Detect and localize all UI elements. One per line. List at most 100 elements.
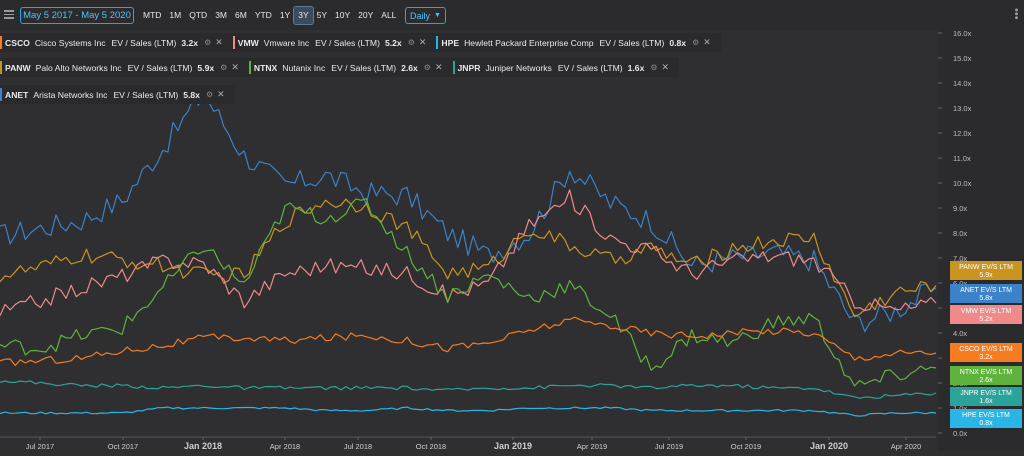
legend-ticker: VMW [237,37,259,48]
legend-item-hpe[interactable]: HPE Hewlett Packard Enterprise Comp EV / S… [436,33,716,52]
x-tick-label: Jul 2017 [26,442,54,451]
settings-icon[interactable]: ⚙ [220,63,228,72]
legend-name: Nutanix Inc [282,62,326,73]
settings-icon[interactable]: ⚙ [205,90,214,99]
end-label-value: 1.6x [979,398,993,405]
legend-item-csco[interactable]: CSCO Cisco Systems Inc EV / Sales (LTM) 3.2… [0,33,229,52]
legend-ticker: CSCO [5,37,30,48]
series-line-ntnx [0,198,937,387]
period-qtd[interactable]: QTD [189,10,208,20]
y-tick-label: 8.0x [953,229,967,238]
end-label-box [950,261,1022,280]
close-icon[interactable]: ✕ [661,62,670,72]
period-5y[interactable]: 5Y [316,10,328,20]
toolbar: May 5 2017 - May 5 2020 MTD 1M QTD 3M 6M YTD 1… [0,0,1024,30]
x-tick-label: Jan 2020 [810,441,848,451]
legend-color-swatch [0,36,2,49]
series-line-hpe [0,406,937,417]
x-tick-label: Oct 2018 [416,442,446,451]
series-line-jnpr [0,380,937,399]
period-1y[interactable]: 1Y [279,10,291,20]
period-10y[interactable]: 10Y [335,10,351,20]
x-tick-label: Jan 2019 [494,441,532,451]
legend-item-vmw[interactable]: VMW Vmware Inc EV / Sales (LTM) 5.2x ⚙ ✕ [232,33,433,52]
close-icon[interactable]: ✕ [231,62,239,72]
end-label-value: 5.9x [979,272,993,279]
y-tick-label: 4.0x [953,329,967,338]
close-icon[interactable]: ✕ [217,89,225,99]
settings-icon[interactable]: ⚙ [692,38,700,47]
legend-item-panw[interactable]: PANW Palo Alto Networks Inc EV / Sales (LT… [0,58,245,77]
period-mtd[interactable]: MTD [143,10,162,20]
x-tick-label: Jul 2018 [344,442,372,451]
legend-metric: EV / Sales (LTM) [331,62,397,73]
end-label-name: JNPR EV/S LTM [960,390,1012,397]
legend-ticker: JNPR [457,62,481,73]
series-line-panw [0,198,937,318]
settings-icon[interactable]: ⚙ [650,63,658,72]
close-icon[interactable]: ✕ [215,37,223,47]
legend-item-ntnx[interactable]: NTNX Nutanix Inc EV / Sales (LTM) 2.6x ⚙ ✕ [248,58,449,77]
end-label-name: VMW EV/S LTM [961,308,1012,315]
legend-color-swatch [436,36,439,49]
x-tick-label: Jul 2019 [655,442,683,451]
legend-name: Arista Networks Inc [33,89,108,100]
legend-metric: EV / Sales (LTM) [111,37,177,48]
x-tick-label: Apr 2018 [270,442,300,451]
menu-icon[interactable] [4,8,14,20]
y-tick-label: 7.0x [953,254,967,263]
legend-metric: EV / Sales (LTM) [557,62,623,73]
period-20y[interactable]: 20Y [358,10,374,20]
legend-value: 2.6x [401,62,418,73]
end-label-name: HPE EV/S LTM [962,412,1010,419]
x-tick-label: Oct 2017 [108,442,138,451]
period-all[interactable]: ALL [381,10,397,20]
date-range-picker[interactable]: May 5 2017 - May 5 2020 [20,7,134,24]
legend-value: 1.6x [627,62,645,73]
period-1m[interactable]: 1M [169,10,182,20]
legend-color-swatch [232,36,235,49]
legend-item-jnpr[interactable]: JNPR Juniper Networks EV / Sales (LTM) 1.6x… [452,58,676,77]
more-options-icon[interactable]: ••• [1010,8,1022,20]
period-6m[interactable]: 6M [235,10,247,20]
period-3m[interactable]: 3M [215,10,227,20]
legend-value: 5.9x [197,62,215,73]
interval-label: Daily [410,10,431,21]
legend-metric: EV / Sales (LTM) [599,37,665,48]
series-line-csco [0,316,937,367]
series-line-vmw [0,189,937,316]
settings-icon[interactable]: ⚙ [423,63,431,72]
ev-sales-chart: 0.0x1.0x2.0x3.0x4.0x5.0x6.0x7.0x8.0x9.0x… [0,29,1024,451]
legend-metric: EV / Sales (LTM) [127,62,193,73]
legend-ticker: NTNX [253,62,278,73]
period-3y[interactable]: 3Y [293,6,314,25]
x-tick-label: Apr 2019 [577,442,607,451]
end-label-name: PANW EV/S LTM [959,264,1013,271]
end-label-value: 0.8x [979,420,993,427]
close-icon[interactable]: ✕ [703,37,711,47]
legend-metric: EV / Sales (LTM) [113,89,179,100]
legend-color-swatch [452,61,455,74]
settings-icon[interactable]: ⚙ [204,38,212,47]
interval-select[interactable]: Daily ▼ [405,7,446,24]
x-tick-label: Jan 2018 [184,441,222,451]
settings-icon[interactable]: ⚙ [407,38,415,47]
close-icon[interactable]: ✕ [434,62,443,72]
legend-name: Palo Alto Networks Inc [35,62,122,73]
legend-color-swatch [248,61,251,74]
y-tick-label: 9.0x [953,204,967,213]
close-icon[interactable]: ✕ [418,37,427,47]
y-tick-label: 15.0x [953,54,972,63]
legend-row-1: CSCO Cisco Systems Inc EV / Sales (LTM) 3.2… [0,33,721,52]
legend-item-anet[interactable]: ANET Arista Networks Inc EV / Sales (LTM) 5… [0,85,231,104]
legend-value: 3.2x [181,37,199,48]
legend-ticker: PANW [5,62,31,73]
legend-row-2: PANW Palo Alto Networks Inc EV / Sales (LT… [0,58,680,77]
end-label-name: ANET EV/S LTM [960,287,1012,294]
y-tick-label: 16.0x [953,30,972,38]
end-label-value: 2.6x [979,377,993,384]
period-ytd[interactable]: YTD [254,10,272,20]
chevron-down-icon: ▼ [434,12,441,19]
legend-value: 0.8x [669,37,687,48]
end-label-box [950,284,1022,303]
